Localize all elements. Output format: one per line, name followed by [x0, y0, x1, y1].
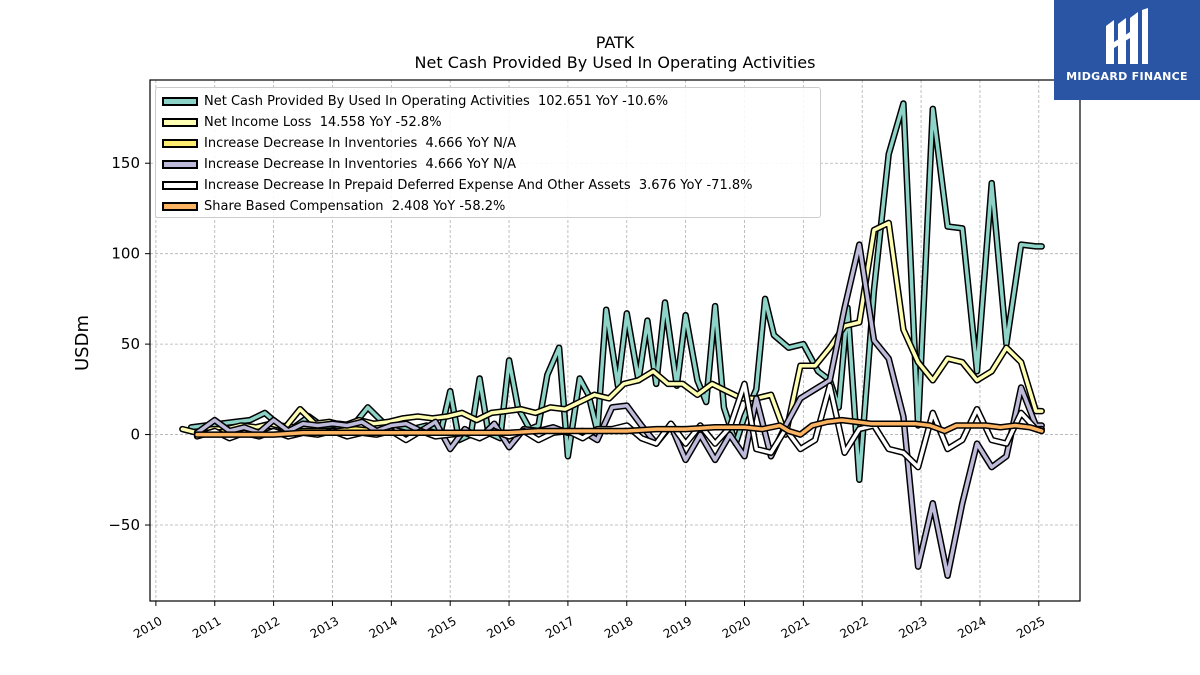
- legend-item: Increase Decrease In Inventories 4.666 Y…: [162, 133, 820, 154]
- brand-logo: MIDGARD FINANCE: [1054, 0, 1200, 100]
- midgard-logo-icon: [1106, 8, 1148, 64]
- series-lines: [179, 100, 1045, 579]
- legend-item: Net Income Loss 14.558 YoY -52.8%: [162, 112, 820, 133]
- series-line-5: [195, 418, 1044, 437]
- x-tick-label: 2017: [543, 614, 576, 641]
- chart-subtitle: Net Cash Provided By Used In Operating A…: [415, 53, 816, 72]
- x-tick-label: 2021: [779, 614, 812, 641]
- series-line-3: [195, 242, 1044, 578]
- series-line-0: [189, 101, 1044, 482]
- legend-label: Increase Decrease In Prepaid Deferred Ex…: [204, 178, 753, 193]
- legend-item: Net Cash Provided By Used In Operating A…: [162, 91, 820, 112]
- x-tick-label: 2016: [484, 614, 517, 641]
- x-tick-label: 2010: [131, 614, 164, 641]
- x-tick-label: 2011: [190, 614, 223, 641]
- legend-label: Increase Decrease In Inventories 4.666 Y…: [204, 136, 517, 151]
- plot-frame: [149, 79, 1081, 602]
- legend-swatch: [162, 181, 198, 190]
- brand-name: MIDGARD FINANCE: [1066, 70, 1188, 83]
- x-tick-label: 2025: [1014, 614, 1047, 641]
- x-tick-label: 2024: [955, 614, 988, 641]
- y-tick-label: 150: [111, 154, 140, 172]
- x-tick-label: 2014: [367, 614, 400, 641]
- x-tick-label: 2018: [602, 614, 635, 641]
- legend-item: Increase Decrease In Inventories 4.666 Y…: [162, 154, 820, 175]
- y-tick-label: 50: [121, 335, 140, 353]
- legend-label: Net Income Loss 14.558 YoY -52.8%: [204, 115, 442, 130]
- x-tick-label: 2022: [837, 614, 870, 641]
- y-tick-label: 0: [130, 426, 140, 444]
- legend-label: Net Cash Provided By Used In Operating A…: [204, 94, 669, 109]
- legend-item: Increase Decrease In Prepaid Deferred Ex…: [162, 175, 820, 196]
- legend-swatch: [162, 97, 198, 106]
- legend-swatch: [162, 160, 198, 169]
- x-tick-label: 2015: [425, 614, 458, 641]
- legend-label: Share Based Compensation 2.408 YoY -58.2…: [204, 199, 506, 214]
- y-tick-label: −50: [108, 516, 140, 534]
- y-axis-label: USDm: [72, 315, 93, 371]
- x-tick-label: 2012: [249, 614, 282, 641]
- x-tick-label: 2013: [308, 614, 341, 641]
- legend-label: Increase Decrease In Inventories 4.666 Y…: [204, 157, 517, 172]
- x-tick-label: 2020: [720, 614, 753, 641]
- y-tick-label: 100: [111, 245, 140, 263]
- chart-title: PATK: [596, 33, 635, 52]
- x-tick-label: 2023: [896, 614, 929, 641]
- legend-swatch: [162, 139, 198, 148]
- chart-legend: Net Cash Provided By Used In Operating A…: [155, 87, 821, 218]
- x-tick-label: 2019: [661, 614, 694, 641]
- legend-item: Share Based Compensation 2.408 YoY -58.2…: [162, 196, 820, 217]
- legend-swatch: [162, 202, 198, 211]
- legend-swatch: [162, 118, 198, 127]
